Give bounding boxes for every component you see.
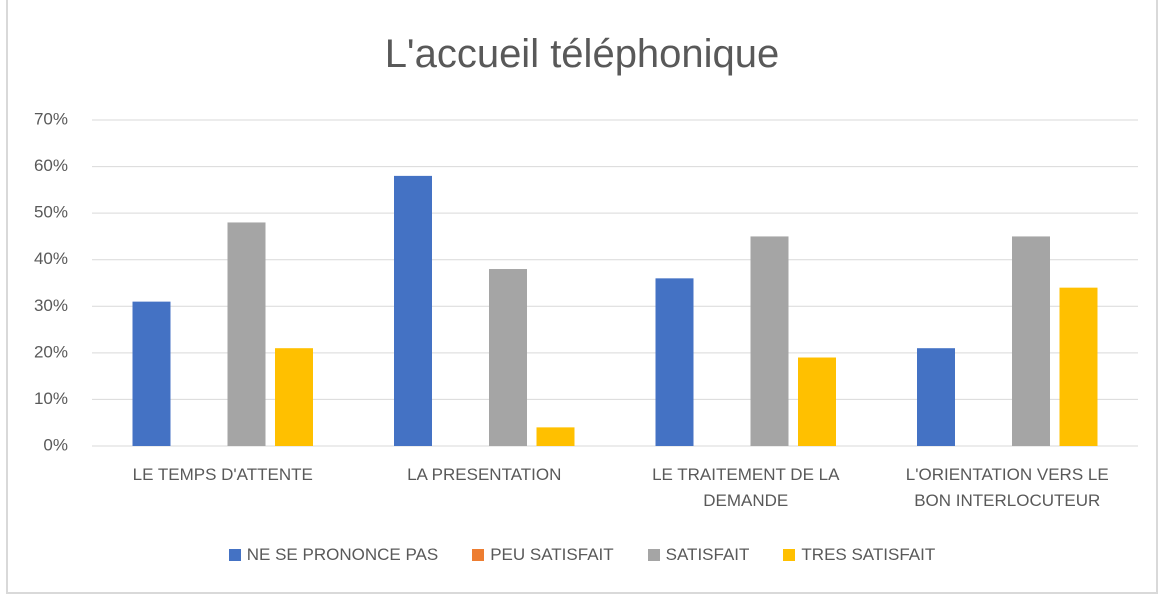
x-tick-label: LE TRAITEMENT DE LA DEMANDE: [652, 465, 840, 510]
chart-title: L'accueil téléphonique: [384, 32, 780, 76]
legend-swatch: [783, 549, 796, 561]
legend-swatch: [472, 549, 485, 561]
legend-item: PEU SATISFAIT: [472, 545, 614, 565]
x-tick-label: LA PRESENTATION: [407, 465, 562, 484]
chart-frame: [6, 0, 1158, 594]
x-tick-label: L'ORIENTATION VERS LE BON INTERLOCUTEUR: [905, 465, 1109, 510]
y-tick-label: 70%: [34, 109, 68, 128]
bar: [536, 427, 575, 446]
legend: NE SE PRONONCE PAS PEU SATISFAIT SATISFAIT…: [0, 545, 1164, 565]
x-tick-label: LE TEMPS D'ATTENTE: [132, 465, 313, 484]
bar: [1059, 287, 1098, 446]
y-tick-label: 60%: [34, 156, 68, 175]
bar: [655, 278, 694, 446]
bar: [132, 301, 171, 446]
legend-label: TRES SATISFAIT: [801, 545, 936, 564]
bar: [798, 357, 836, 446]
legend-swatch: [228, 549, 241, 561]
y-tick-label: 10%: [34, 389, 68, 408]
legend-item: TRES SATISFAIT: [783, 545, 935, 565]
bar: [227, 222, 266, 446]
y-tick-label: 40%: [34, 249, 68, 268]
legend-label: SATISFAIT: [665, 545, 750, 564]
bar: [750, 236, 789, 446]
bar: [489, 269, 527, 446]
bar: [1012, 236, 1050, 446]
y-tick-label: 30%: [34, 296, 68, 315]
bar: [394, 175, 432, 446]
y-tick-label: 50%: [34, 203, 68, 222]
bar: [917, 348, 955, 446]
legend-swatch: [647, 549, 660, 561]
legend-label: NE SE PRONONCE PAS: [246, 545, 439, 564]
legend-item: NE SE PRONONCE PAS: [228, 545, 439, 565]
legend-label: PEU SATISFAIT: [490, 545, 614, 564]
bar: [275, 348, 313, 446]
y-tick-label: 0%: [43, 435, 68, 454]
y-tick-label: 20%: [34, 342, 68, 361]
legend-item: SATISFAIT: [647, 545, 750, 565]
